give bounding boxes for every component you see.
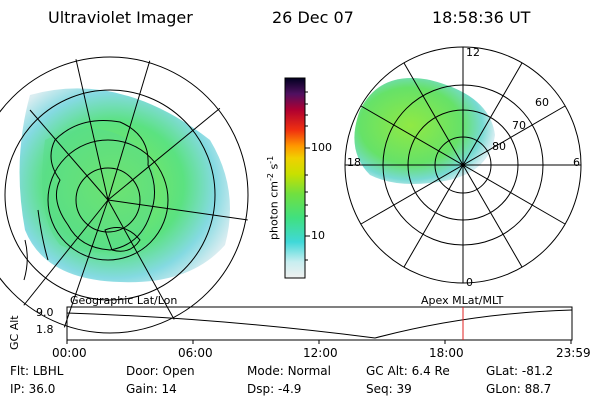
time-tick-0000: 00:00 (52, 346, 87, 360)
colorbar-unit-label: photon cm-2 s-1 (266, 155, 281, 240)
mlt-label-18: 18 (347, 156, 361, 169)
altitude-tick-9: 9.0 (36, 306, 54, 319)
mlat-label-70: 70 (512, 119, 526, 132)
info-glat: GLat: -81.2 (486, 364, 553, 378)
color-bar (284, 77, 310, 279)
mlat-label-80: 80 (492, 140, 506, 153)
info-ip: IP: 36.0 (10, 382, 56, 396)
altitude-tick-1-8: 1.8 (36, 323, 54, 336)
mlt-label-12: 12 (466, 46, 480, 59)
time-tick-2359: 23:59 (556, 346, 591, 360)
polar-plot (344, 46, 582, 284)
info-gc-alt: GC Alt: 6.4 Re (366, 364, 450, 378)
time-tick-1200: 12:00 (303, 346, 338, 360)
colorbar-tick-100: 100 (311, 141, 332, 154)
apex-label: Apex MLat/MLT (421, 294, 504, 307)
info-seq: Seq: 39 (366, 382, 412, 396)
time-label: 18:58:36 UT (432, 8, 531, 27)
mlt-label-6: 6 (573, 156, 580, 169)
altitude-axis-label: GC Alt (8, 315, 21, 350)
time-tick-1800: 18:00 (429, 346, 464, 360)
instrument-title: Ultraviolet Imager (48, 8, 193, 27)
altitude-plot (66, 306, 573, 344)
info-mode: Mode: Normal (247, 364, 331, 378)
mlt-label-0: 0 (466, 276, 473, 289)
date-label: 26 Dec 07 (272, 8, 354, 27)
colorbar-tick-10: 10 (311, 229, 325, 242)
info-gain: Gain: 14 (126, 382, 177, 396)
mlat-label-60: 60 (535, 96, 549, 109)
geographic-map (19, 88, 231, 283)
geographic-grid (0, 55, 249, 335)
info-glon: GLon: 88.7 (486, 382, 552, 396)
geographic-label: Geographic Lat/Lon (70, 294, 178, 307)
info-flt: Flt: LBHL (10, 364, 64, 378)
time-tick-0600: 06:00 (178, 346, 213, 360)
info-dsp: Dsp: -4.9 (247, 382, 302, 396)
info-door: Door: Open (126, 364, 195, 378)
